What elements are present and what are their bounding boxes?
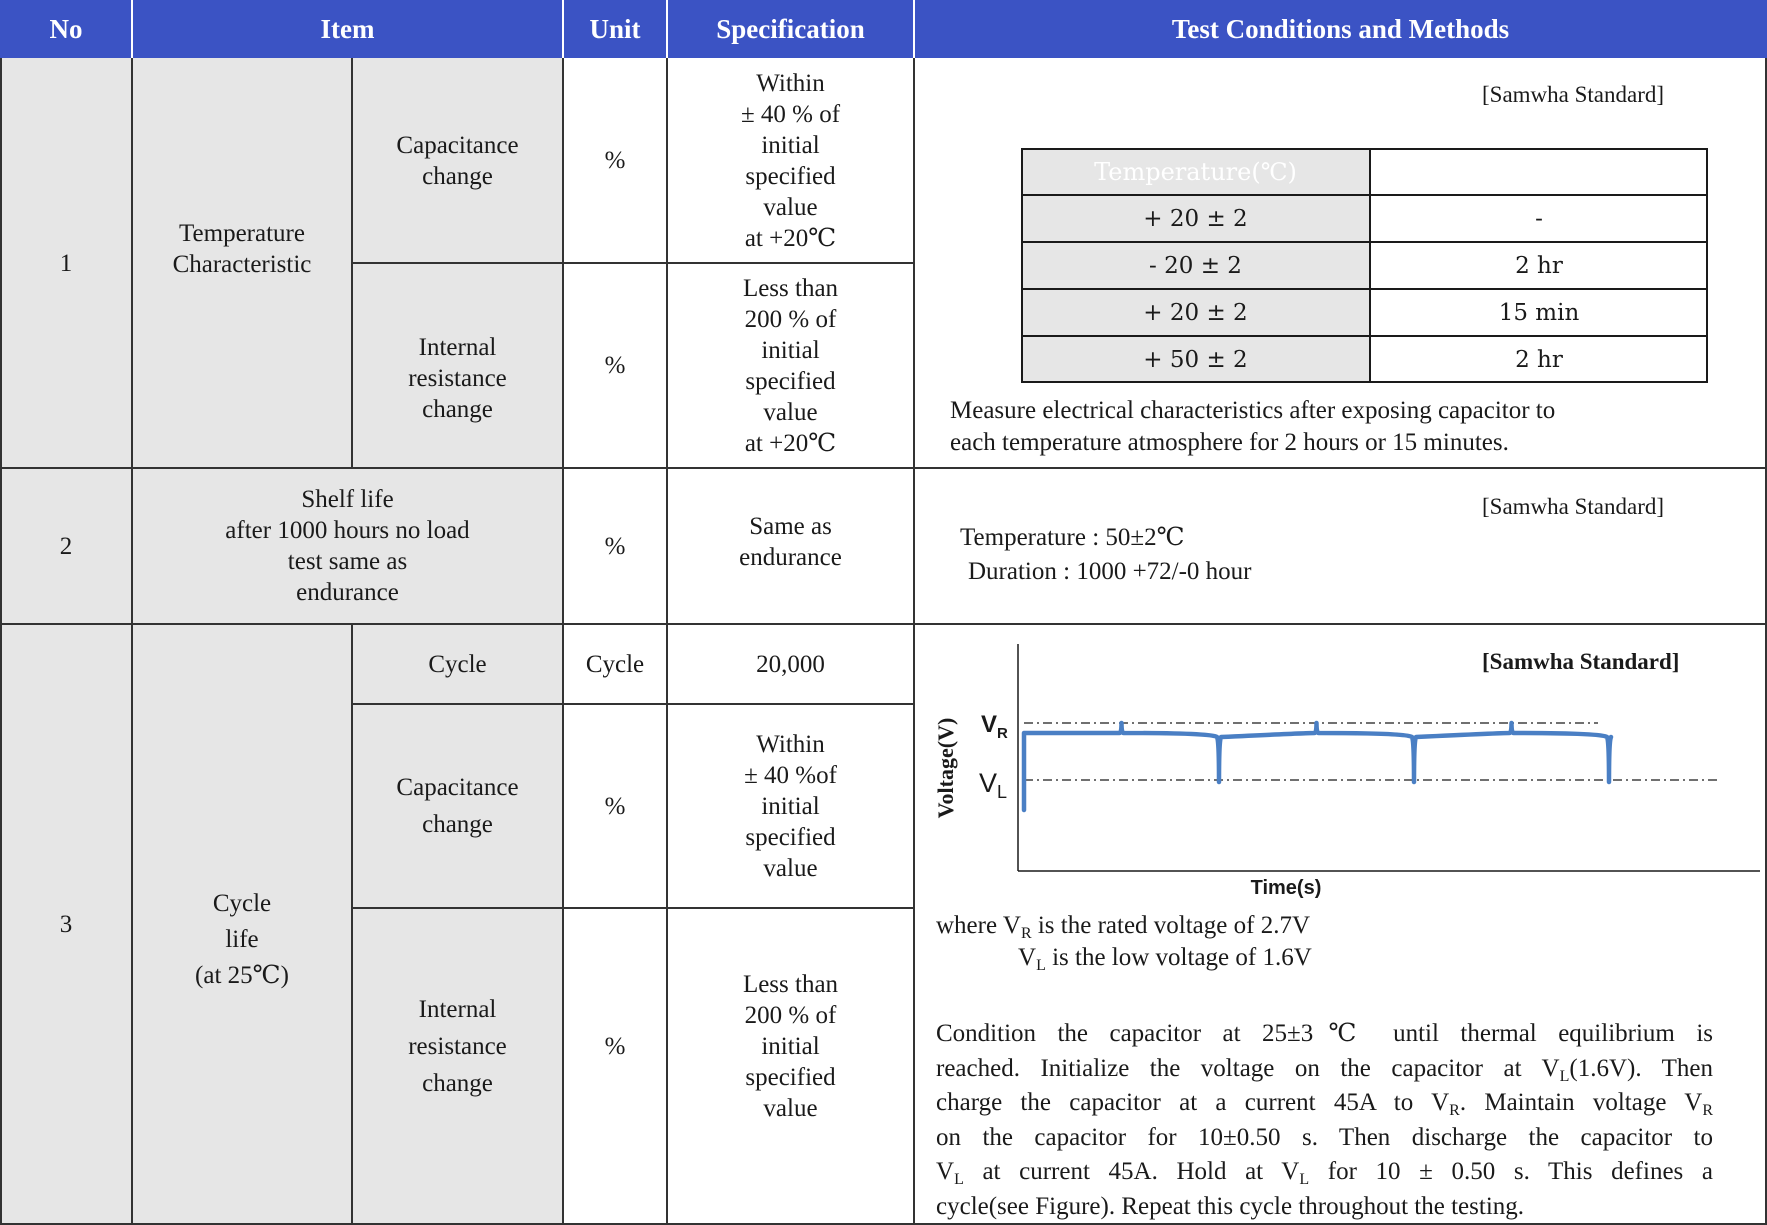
grid-line	[131, 58, 133, 1225]
row1-ir-sub: Internal resistance change	[352, 263, 563, 468]
row3-cycle-sub: Cycle	[352, 624, 563, 704]
grid-line	[351, 58, 353, 468]
temperature-table: Temperature(℃) Keep Time + 20 ± 2 - - 20…	[1021, 148, 1708, 383]
grid-line	[0, 623, 1767, 625]
temp-table-line	[1021, 241, 1708, 243]
temp-table-line	[1021, 194, 1708, 196]
header-divider	[131, 0, 133, 58]
header-no: No	[0, 0, 132, 58]
row3-no: 3	[0, 624, 132, 1225]
temp-table-line	[1021, 288, 1708, 290]
row2-temperature: Temperature : 50±2℃	[960, 524, 1185, 551]
row1-capacitance-sub: Capacitance change	[352, 58, 563, 263]
temp-table-cell: 2 hr	[1370, 242, 1708, 289]
temp-table-cell: + 50 ± 2	[1021, 336, 1370, 383]
row2-item: Shelf life after 1000 hours no load test…	[132, 468, 563, 624]
cycle-chart: Voltage(V) Time(s) VR VL	[930, 640, 1760, 902]
grid-line	[352, 262, 914, 264]
chart-voltage-line	[1021, 720, 1614, 813]
grid-line	[666, 58, 668, 1225]
row3-ir-unit: %	[604, 1033, 626, 1060]
row1-no: 1	[0, 58, 132, 468]
row2-duration: Duration : 1000 +72/-0 hour	[968, 558, 1252, 585]
header-divider	[913, 0, 915, 58]
row3-cycle-unit: Cycle	[585, 650, 645, 678]
chart-x-label: Time(s)	[1251, 877, 1322, 899]
temp-table-header-keep-time: Keep Time	[1370, 148, 1708, 195]
header-divider	[666, 0, 668, 58]
grid-line	[913, 58, 915, 1225]
row1-note: Measure electrical characteristics after…	[950, 397, 1556, 456]
chart-y-label: Voltage(V)	[933, 718, 958, 819]
chart-vl-label: VL	[979, 768, 1007, 802]
grid-line	[0, 1223, 1767, 1225]
temp-table-line	[1369, 148, 1371, 383]
header-specification: Specification	[667, 0, 914, 58]
row3-ir-spec: Less than 200 % of initial specified val…	[742, 971, 839, 1122]
row2-unit: %	[604, 532, 626, 560]
chart-vr-label: VR	[981, 711, 1008, 742]
row1-ir-spec: Less than 200 % of initial specified val…	[742, 274, 839, 457]
row3-cap-spec: Within ± 40 %of initial specified value	[744, 730, 837, 882]
row3-where: where VR is the rated voltage of 2.7V VL…	[936, 912, 1312, 974]
grid-line	[0, 58, 2, 1225]
row3-ir-sub: Internal resistance change	[352, 908, 563, 1225]
temp-table-cell: - 20 ± 2	[1021, 242, 1370, 289]
row1-cap-unit: %	[604, 147, 626, 174]
temp-table-cell: -	[1370, 195, 1708, 242]
temp-table-cell: + 20 ± 2	[1021, 195, 1370, 242]
cycle-chart-svg: Voltage(V) Time(s) VR VL	[933, 644, 1760, 899]
temp-table-cell: 15 min	[1370, 289, 1708, 336]
header-unit: Unit	[563, 0, 667, 58]
header-divider	[562, 0, 564, 58]
row3-item: Cycle life (at 25℃)	[132, 624, 352, 1225]
temp-table-cell: + 20 ± 2	[1021, 289, 1370, 336]
grid-line	[351, 624, 353, 1225]
row1-standard-label: [Samwha Standard]	[1482, 82, 1665, 107]
row3-procedure: Condition the capacitor at 25±3℃ until t…	[936, 1020, 1713, 1220]
header-test-conditions: Test Conditions and Methods	[914, 0, 1767, 58]
row1-ir-unit: %	[604, 352, 626, 379]
row2-standard-label: [Samwha Standard]	[1482, 494, 1665, 519]
temp-table-cell: 2 hr	[1370, 336, 1708, 383]
grid-line	[352, 907, 914, 909]
grid-line	[562, 58, 564, 1225]
row3-capacitance-sub: Capacitance change	[352, 704, 563, 908]
grid-line	[1765, 58, 1767, 1225]
row3-standard-label: [Samwha Standard]	[1482, 649, 1680, 674]
row3-cap-unit: %	[604, 792, 626, 820]
row3-cycle-spec: 20,000	[756, 650, 825, 678]
grid-line	[352, 703, 914, 705]
row2-no: 2	[0, 468, 132, 624]
grid-line	[0, 467, 1767, 469]
row1-item: Temperature Characteristic	[132, 58, 352, 468]
header-item: Item	[132, 0, 563, 58]
row2-spec: Same as endurance	[739, 513, 842, 571]
temp-table-line	[1021, 335, 1708, 337]
row1-cap-spec: Within ± 40 % of initial specified value…	[740, 69, 841, 252]
temp-table-header-temperature: Temperature(℃)	[1021, 148, 1370, 195]
